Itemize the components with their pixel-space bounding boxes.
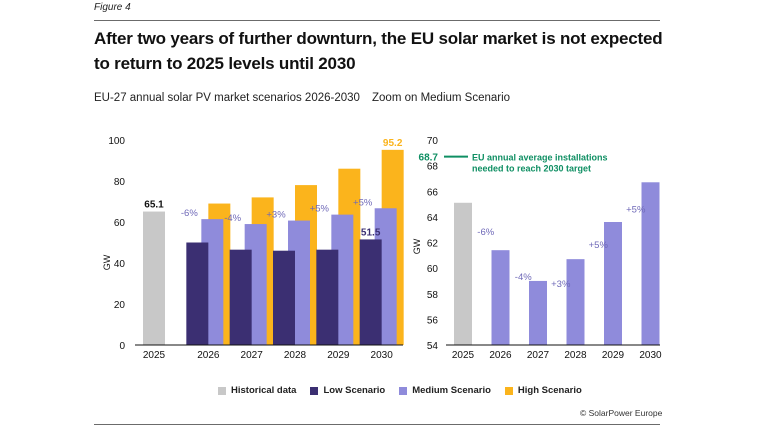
left-x-tick-label: 2025: [143, 350, 166, 361]
left-y-tick-label: 20: [114, 300, 126, 311]
right-pct-change-label: +5%: [626, 204, 646, 215]
legend: Historical data Low Scenario Medium Scen…: [218, 385, 582, 396]
legend-swatch-medium: [399, 386, 408, 395]
left-bar-low: [273, 250, 295, 345]
right-x-tick-label: 2029: [602, 350, 625, 361]
left-x-tick-label: 2026: [197, 350, 220, 361]
right-pct-change-label: -6%: [477, 227, 494, 238]
left-y-tick-label: 100: [108, 136, 125, 147]
left-x-tick-label: 2029: [327, 350, 350, 361]
legend-item-low: Low Scenario: [310, 385, 385, 396]
left-bar-low: [316, 249, 339, 345]
right-x-tick-label: 2026: [489, 350, 512, 361]
legend-swatch-historical: [218, 386, 226, 395]
top-divider: [94, 20, 660, 21]
left-y-axis-label: GW: [102, 254, 112, 270]
right-y-tick-label: 62: [427, 239, 439, 250]
left-data-label: 51.5: [361, 227, 381, 238]
right-y-tick-label: 56: [427, 315, 439, 326]
legend-item-historical: Historical data: [218, 385, 296, 396]
right-y-tick-label: 66: [427, 187, 439, 198]
legend-item-high: High Scenario: [504, 385, 582, 396]
right-pct-change-label: +5%: [589, 240, 609, 251]
right-y-tick-label: 60: [427, 264, 439, 275]
left-data-label: 95.2: [383, 138, 403, 149]
right-bar-medium: [491, 250, 510, 345]
left-data-label: 65.1: [144, 200, 164, 211]
left-bar-low: [359, 239, 382, 345]
left-y-tick-label: 40: [114, 259, 126, 270]
right-y-tick-label: 54: [427, 341, 439, 352]
left-y-tick-label: 60: [114, 218, 126, 229]
left-pct-change-label: +5%: [353, 197, 373, 208]
right-bar-medium: [641, 182, 660, 345]
target-annotation-line1: EU annual average installations: [472, 153, 608, 163]
left-x-tick-label: 2030: [371, 350, 394, 361]
right-bar-medium: [604, 222, 622, 345]
right-y-tick-label: 58: [427, 290, 439, 301]
right-bar-medium: [566, 259, 585, 345]
left-pct-change-label: -4%: [224, 213, 241, 224]
right-bar-historical: [454, 202, 472, 345]
right-pct-change-label: -4%: [515, 272, 532, 283]
legend-swatch-high: [504, 386, 513, 395]
target-value-label: 68.7: [419, 153, 439, 164]
legend-swatch-low: [310, 386, 319, 395]
figure-title: After two years of further downturn, the…: [94, 29, 663, 73]
right-y-axis-label: GW: [412, 238, 422, 254]
right-y-tick-label: 68: [427, 162, 439, 173]
right-chart-title: Zoom on Medium Scenario: [372, 92, 511, 104]
right-x-tick-label: 2028: [564, 350, 587, 361]
legend-label: High Scenario: [517, 385, 582, 396]
left-bar-low: [229, 249, 252, 345]
right-y-tick-label: 70: [427, 136, 439, 147]
left-y-tick-label: 80: [114, 177, 126, 188]
target-annotation-line2: needed to reach 2030 target: [472, 164, 591, 174]
left-pct-change-label: -6%: [181, 208, 198, 219]
left-bar-low: [186, 242, 209, 345]
legend-label: Medium Scenario: [412, 385, 491, 396]
left-pct-change-label: +3%: [266, 210, 286, 221]
right-x-tick-label: 2027: [527, 350, 550, 361]
right-y-tick-label: 64: [427, 213, 439, 224]
left-x-tick-label: 2028: [284, 350, 307, 361]
legend-label: Low Scenario: [323, 385, 386, 396]
right-bar-medium: [529, 280, 547, 345]
left-chart-title: EU-27 annual solar PV market scenarios 2…: [94, 92, 360, 104]
legend-item-medium: Medium Scenario: [399, 385, 491, 396]
right-pct-change-label: +3%: [551, 279, 571, 290]
left-y-tick-label: 0: [119, 341, 125, 352]
left-bar-historical: [143, 211, 165, 345]
left-pct-change-label: +5%: [310, 204, 330, 215]
right-x-tick-label: 2025: [452, 350, 475, 361]
left-x-tick-label: 2027: [241, 350, 264, 361]
figure-label: Figure 4: [94, 2, 131, 13]
source-credit: © SolarPower Europe: [580, 408, 663, 418]
right-x-tick-label: 2030: [639, 350, 662, 361]
legend-label: Historical data: [231, 385, 297, 396]
bottom-divider: [94, 424, 660, 425]
